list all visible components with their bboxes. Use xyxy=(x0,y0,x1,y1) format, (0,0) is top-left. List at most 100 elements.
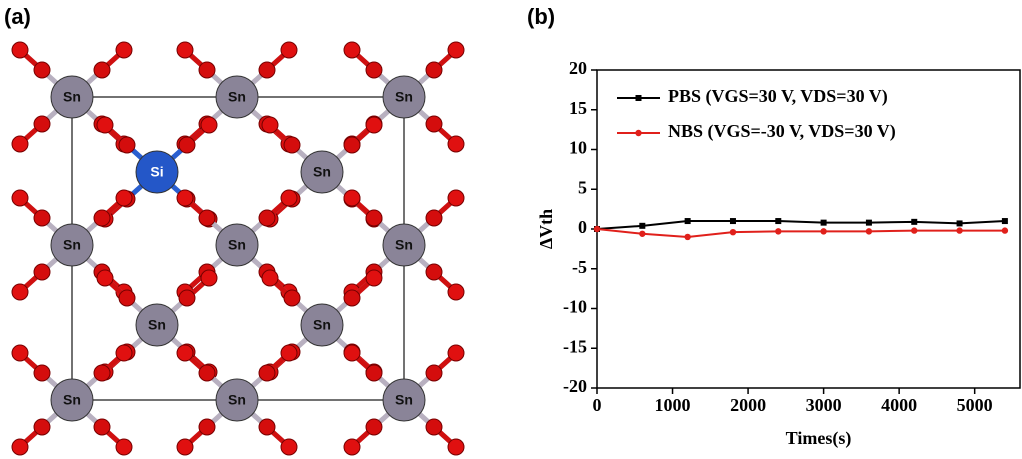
oxygen xyxy=(199,419,215,435)
marker xyxy=(684,234,690,240)
panel-label: (b) xyxy=(527,4,555,29)
oxygen xyxy=(344,137,360,153)
legend-label: NBS (VGS=-30 V, VDS=30 V) xyxy=(668,121,896,142)
oxygen xyxy=(281,345,297,361)
oxygen xyxy=(284,290,300,306)
x-tick-label: 3000 xyxy=(806,395,842,415)
oxygen xyxy=(426,62,442,78)
marker xyxy=(1002,227,1008,233)
oxygen xyxy=(281,190,297,206)
oxygen xyxy=(199,62,215,78)
marker xyxy=(821,220,827,226)
oxygen xyxy=(12,439,28,455)
oxygen xyxy=(179,137,195,153)
x-tick-label: 5000 xyxy=(957,395,993,415)
atom-label: Sn xyxy=(313,317,331,333)
oxygen xyxy=(177,190,193,206)
oxygen xyxy=(34,419,50,435)
oxygen xyxy=(281,42,297,58)
marker xyxy=(911,227,917,233)
oxygen xyxy=(448,136,464,152)
y-tick-label: 0 xyxy=(578,217,587,237)
marker xyxy=(775,228,781,234)
y-tick-label: -5 xyxy=(572,257,587,277)
oxygen xyxy=(366,117,382,133)
oxygen xyxy=(12,345,28,361)
atom-label: Sn xyxy=(63,237,81,253)
atom-label: Sn xyxy=(63,392,81,408)
oxygen xyxy=(116,345,132,361)
y-tick-label: -20 xyxy=(563,376,587,396)
oxygen xyxy=(201,117,217,133)
oxygen xyxy=(426,365,442,381)
atom-label: Sn xyxy=(228,237,246,253)
oxygen xyxy=(179,290,195,306)
oxygen xyxy=(199,365,215,381)
y-tick-label: 10 xyxy=(569,138,587,158)
oxygen xyxy=(281,439,297,455)
oxygen xyxy=(366,62,382,78)
oxygen xyxy=(259,419,275,435)
marker xyxy=(866,228,872,234)
oxygen xyxy=(366,270,382,286)
oxygen xyxy=(448,284,464,300)
marker xyxy=(730,229,736,235)
page: (a) (b) SnSnSnSnSiSnSnSnSnSnSnSnSn -20-1… xyxy=(0,0,1022,459)
series-line xyxy=(597,229,1005,237)
oxygen xyxy=(448,439,464,455)
atom-label: Sn xyxy=(228,89,246,105)
atom-label: Sn xyxy=(395,392,413,408)
oxygen xyxy=(177,345,193,361)
x-tick-label: 2000 xyxy=(730,395,766,415)
oxygen xyxy=(259,210,275,226)
figure: (a) (b) SnSnSnSnSiSnSnSnSnSnSnSnSn -20-1… xyxy=(0,0,1022,459)
oxygen xyxy=(344,345,360,361)
atom-label: Sn xyxy=(228,392,246,408)
oxygen xyxy=(366,210,382,226)
oxygen xyxy=(34,62,50,78)
oxygen xyxy=(94,62,110,78)
oxygen xyxy=(12,284,28,300)
marker xyxy=(730,218,736,224)
oxygen xyxy=(34,264,50,280)
oxygen xyxy=(34,116,50,132)
y-tick-label: 15 xyxy=(569,98,587,118)
oxygen xyxy=(448,42,464,58)
legend-label: PBS (VGS=30 V, VDS=30 V) xyxy=(668,86,888,107)
oxygen xyxy=(448,345,464,361)
series-line xyxy=(597,221,1005,229)
marker xyxy=(685,218,691,224)
legend-marker xyxy=(636,95,642,101)
oxygen xyxy=(284,137,300,153)
atom-label: Sn xyxy=(395,237,413,253)
oxygen xyxy=(344,190,360,206)
oxygen xyxy=(366,419,382,435)
atom-label: Sn xyxy=(395,89,413,105)
plot-frame xyxy=(597,70,1020,388)
oxygen xyxy=(116,42,132,58)
oxygen xyxy=(12,190,28,206)
oxygen xyxy=(119,290,135,306)
marker xyxy=(639,223,645,229)
oxygen xyxy=(262,117,278,133)
atom-label: Sn xyxy=(148,317,166,333)
oxygen xyxy=(344,42,360,58)
marker xyxy=(594,226,600,232)
marker xyxy=(820,228,826,234)
oxygen xyxy=(366,365,382,381)
atom-label: Sn xyxy=(63,89,81,105)
oxygen xyxy=(119,137,135,153)
marker xyxy=(866,220,872,226)
legend-marker xyxy=(635,130,641,136)
oxygen xyxy=(12,136,28,152)
oxygen xyxy=(201,270,217,286)
oxygen xyxy=(426,210,442,226)
marker xyxy=(911,219,917,225)
oxygen xyxy=(426,264,442,280)
oxygen xyxy=(199,210,215,226)
oxygen xyxy=(259,62,275,78)
x-axis-label: Times(s) xyxy=(786,428,852,449)
marker xyxy=(639,231,645,237)
